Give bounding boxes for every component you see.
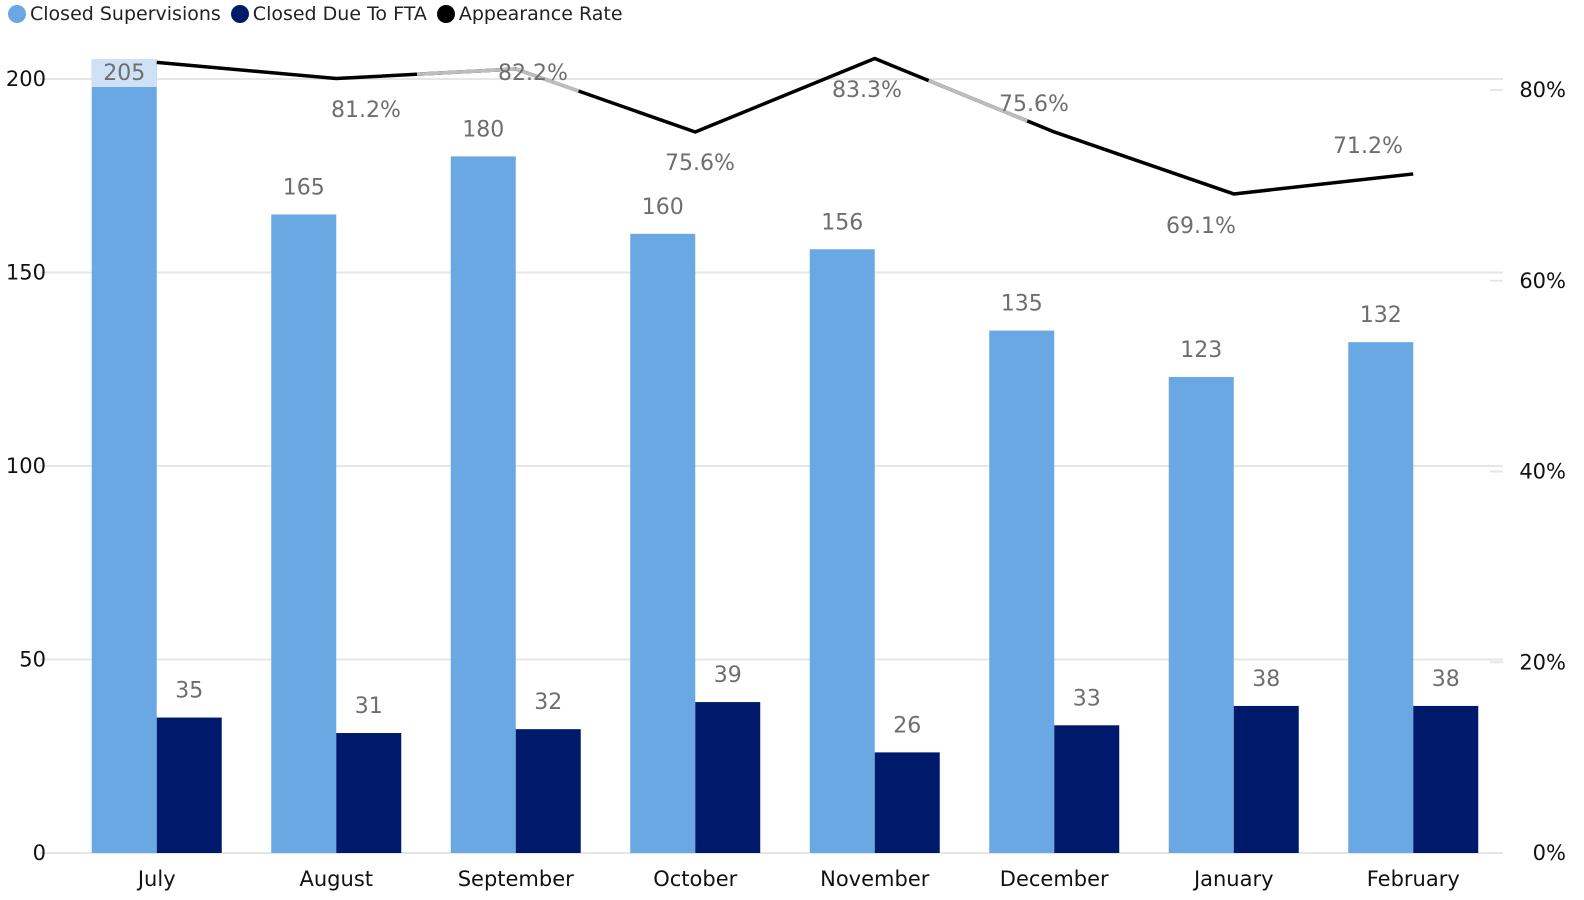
chart-legend: Closed Supervisions Closed Due To FTA Ap… [8, 2, 623, 26]
bar-closed-supervisions [989, 330, 1055, 853]
line-appearance-rate [156, 56, 1414, 196]
legend-label-appearance-rate: Appearance Rate [458, 3, 623, 25]
legend-marker-closed-due-to-fta [230, 5, 249, 23]
x-axis-category-label: February [1367, 867, 1460, 891]
y-axis-left-tick-label: 50 [19, 648, 46, 672]
bar-closed-supervisions [450, 156, 516, 853]
line-highlight-segment [927, 78, 1028, 123]
data-label-closed-supervisions: 160 [642, 195, 684, 220]
data-label-closed-due-to-fta: 32 [534, 690, 562, 715]
data-label-closed-supervisions: 180 [462, 117, 504, 142]
bar-closed-supervisions [271, 214, 337, 853]
data-label-appearance-rate: 75.6% [665, 151, 735, 176]
y-axis-right-tick-label: 80% [1519, 78, 1566, 102]
bar-closed-due-to-fta [336, 733, 402, 853]
data-label-closed-supervisions: 135 [1001, 292, 1043, 317]
data-label-closed-supervisions: 205 [103, 61, 145, 86]
data-label-appearance-rate: 83.3% [832, 78, 902, 103]
y-axis-left-tick-label: 100 [6, 454, 46, 478]
y-axis-right-tick-label: 60% [1519, 269, 1566, 293]
data-label-closed-due-to-fta: 35 [175, 679, 203, 704]
legend-item-closed-due-to-fta[interactable]: Closed Due To FTA [230, 3, 427, 25]
y-axis-left-tick-label: 150 [6, 261, 46, 285]
data-label-closed-supervisions: 156 [821, 210, 863, 235]
x-axis-category-label: August [300, 867, 374, 891]
legend-label-closed-supervisions: Closed Supervisions [30, 3, 221, 25]
line-highlight-segment [416, 67, 516, 77]
data-label-closed-supervisions: 123 [1180, 338, 1222, 363]
x-axis-category-label: October [653, 867, 737, 891]
legend-item-appearance-rate[interactable]: Appearance Rate [436, 3, 623, 25]
bar-closed-due-to-fta [874, 752, 940, 853]
data-label-background [91, 59, 157, 87]
x-axis-category-label: July [136, 867, 176, 891]
x-axis-category-label: December [1000, 867, 1109, 891]
bar-closed-due-to-fta [515, 729, 581, 853]
bar-closed-due-to-fta [1054, 725, 1120, 853]
bar-closed-due-to-fta [1233, 705, 1299, 853]
bar-closed-supervisions [809, 249, 875, 853]
bar-closed-supervisions [91, 59, 157, 853]
x-axis-category-label: January [1192, 867, 1274, 891]
y-axis-left-tick-label: 200 [6, 67, 46, 91]
data-label-closed-due-to-fta: 38 [1432, 667, 1460, 692]
legend-label-closed-due-to-fta: Closed Due To FTA [252, 3, 427, 25]
legend-item-closed-supervisions[interactable]: Closed Supervisions [8, 3, 221, 25]
bar-closed-due-to-fta [156, 717, 222, 853]
y-axis-right-tick-label: 0% [1533, 841, 1566, 865]
data-label-appearance-rate: 69.1% [1166, 214, 1236, 239]
bar-closed-supervisions [1348, 342, 1414, 853]
data-label-appearance-rate: 81.2% [331, 98, 401, 123]
data-label-closed-due-to-fta: 39 [714, 663, 742, 688]
data-label-closed-due-to-fta: 38 [1252, 667, 1280, 692]
y-axis-right-tick-label: 20% [1519, 650, 1566, 674]
legend-marker-appearance-rate [436, 5, 455, 23]
data-label-appearance-rate: 75.6% [999, 92, 1069, 117]
data-label-closed-due-to-fta: 33 [1073, 686, 1101, 711]
data-label-closed-due-to-fta: 31 [355, 694, 383, 719]
data-label-appearance-rate: 82.2% [498, 61, 568, 86]
x-axis-category-label: November [820, 867, 930, 891]
x-axis-category-label: September [458, 867, 574, 891]
data-label-closed-due-to-fta: 26 [893, 713, 921, 738]
data-label-closed-supervisions: 132 [1360, 303, 1402, 328]
bar-closed-due-to-fta [695, 702, 761, 853]
bar-closed-supervisions [630, 233, 696, 854]
line-highlight-segment [515, 67, 580, 93]
y-axis-right-tick-label: 40% [1519, 460, 1566, 484]
data-label-closed-supervisions: 165 [283, 175, 325, 200]
bar-closed-supervisions [1168, 376, 1234, 853]
bar-closed-due-to-fta [1413, 705, 1479, 853]
legend-marker-closed-supervisions [8, 5, 26, 23]
data-label-appearance-rate: 71.2% [1333, 134, 1403, 159]
y-axis-left-tick-label: 0 [33, 841, 46, 865]
